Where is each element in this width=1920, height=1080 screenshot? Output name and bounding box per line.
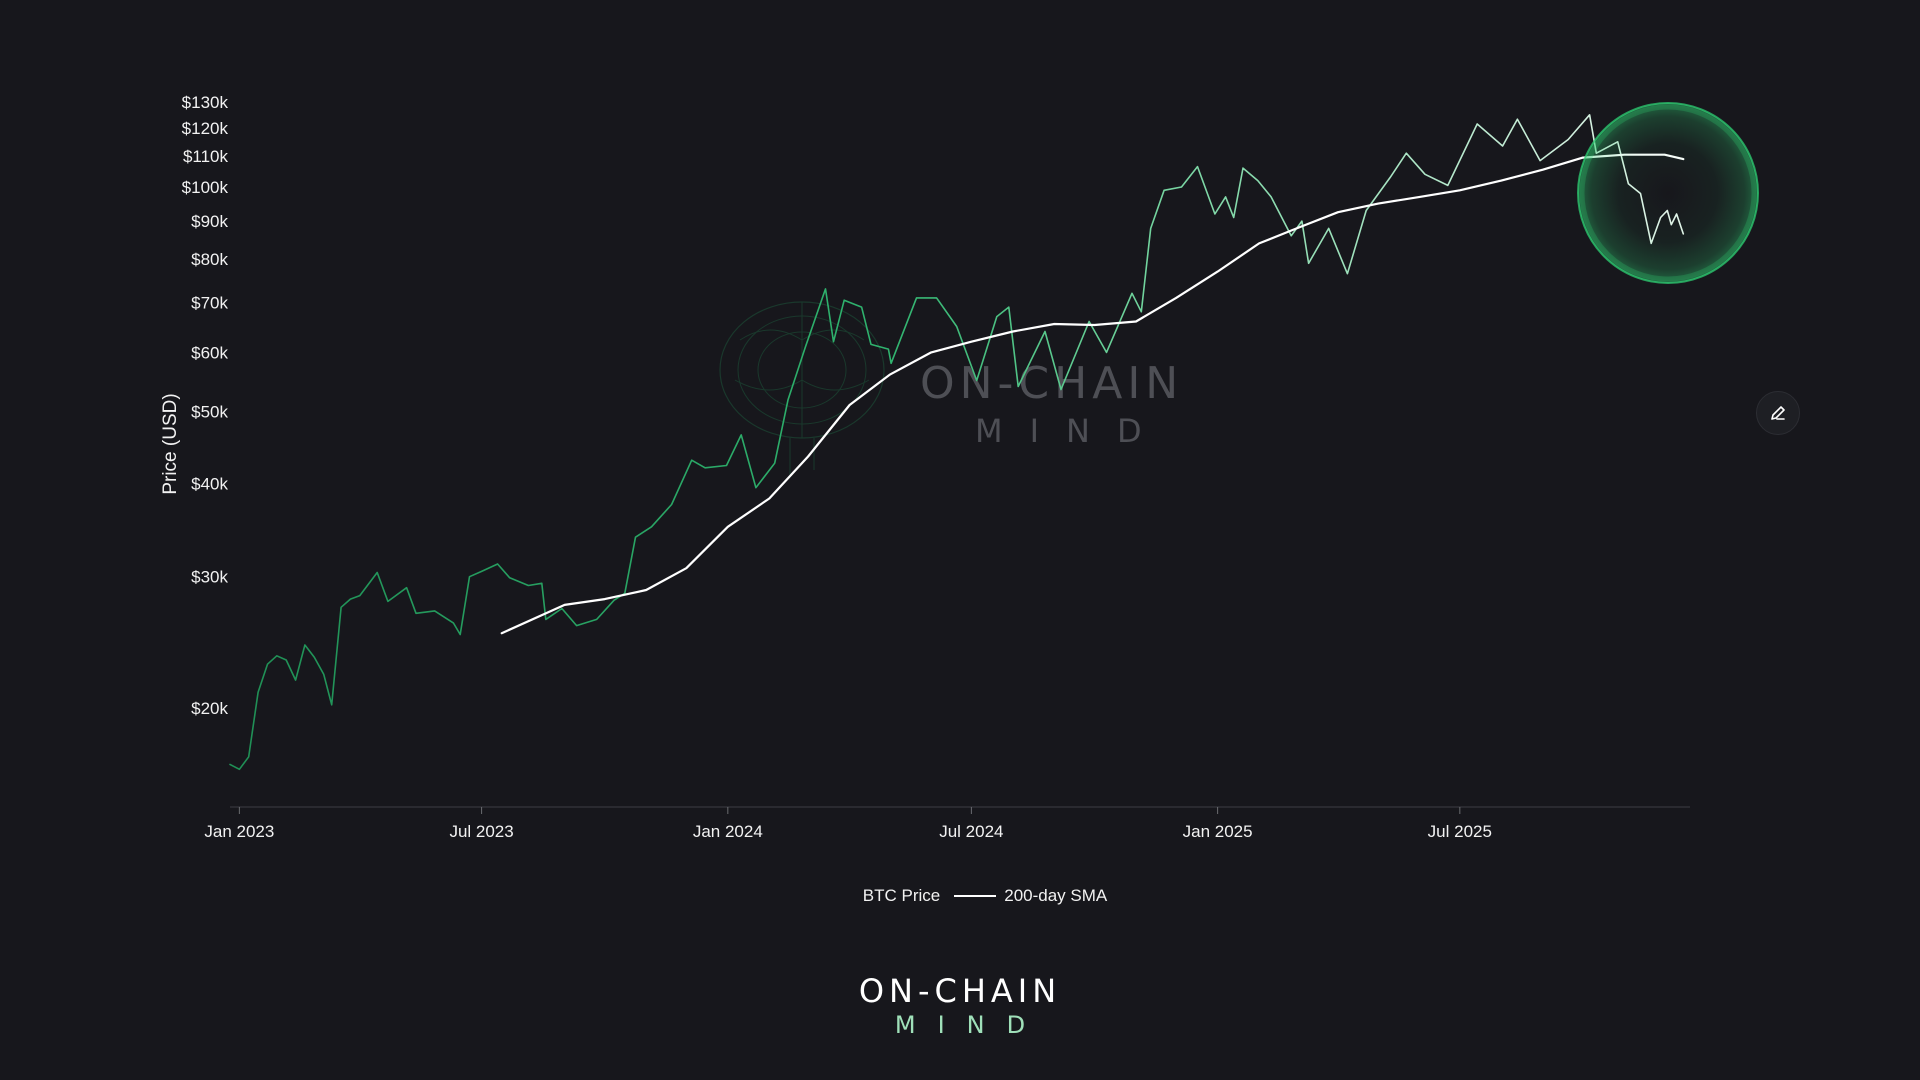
pencil-icon: [1771, 406, 1785, 420]
x-axis: Jan 2023 Jul 2023 Jan 2024 Jul 2024 Jan 2025…: [204, 807, 1492, 841]
brain-icon: [719, 301, 885, 475]
y-axis: $20k $30k $40k $50k $60k $70k $80k $90k $100k $11…: [182, 93, 229, 718]
x-tick-label: Jan 2023: [204, 822, 274, 841]
x-tick-label: Jul 2025: [1428, 822, 1492, 841]
btc-price-line: [229, 114, 1685, 771]
y-tick-label: $110k: [183, 147, 229, 166]
brand-title: ON-CHAIN: [858, 972, 1062, 1010]
y-axis-title: Price (USD): [160, 393, 181, 494]
sma-200-line: [500, 153, 1685, 635]
y-tick-label: $100k: [182, 178, 229, 197]
watermark: ON-CHAIN MIND: [719, 301, 1183, 475]
edit-button[interactable]: [1756, 391, 1800, 435]
legend-label-btc-price: BTC Price: [862, 886, 941, 905]
y-tick-label: $30k: [191, 568, 228, 587]
legend-label-sma: 200-day SMA: [1004, 886, 1108, 905]
legend-item-btc-price[interactable]: BTC Price: [863, 886, 940, 906]
y-tick-label: $50k: [191, 402, 228, 421]
watermark-title: ON-CHAIN: [920, 358, 1183, 409]
x-tick-label: Jul 2024: [939, 822, 1003, 841]
highlight-circle: [1577, 102, 1759, 284]
legend-item-sma[interactable]: 200-day SMA: [954, 886, 1107, 906]
chart-legend: BTC Price 200-day SMA: [0, 886, 1920, 906]
watermark-subtitle: MIND: [975, 412, 1169, 450]
y-tick-label: $40k: [191, 475, 228, 494]
series-layer: [229, 114, 1685, 771]
y-tick-label: $70k: [191, 293, 228, 312]
x-tick-label: Jan 2025: [1183, 822, 1253, 841]
x-tick-label: Jan 2024: [693, 822, 763, 841]
y-tick-label: $20k: [191, 699, 228, 718]
y-tick-label: $120k: [182, 119, 229, 138]
x-tick-label: Jul 2023: [449, 822, 513, 841]
legend-swatch-sma: [954, 895, 997, 897]
y-tick-label: $80k: [191, 250, 228, 269]
brand-logo: ON-CHAIN MIND: [0, 975, 1920, 1037]
brand-subtitle: MIND: [894, 1011, 1048, 1039]
y-tick-label: $60k: [191, 343, 228, 362]
y-tick-label: $130k: [182, 93, 229, 112]
y-tick-label: $90k: [191, 212, 228, 231]
